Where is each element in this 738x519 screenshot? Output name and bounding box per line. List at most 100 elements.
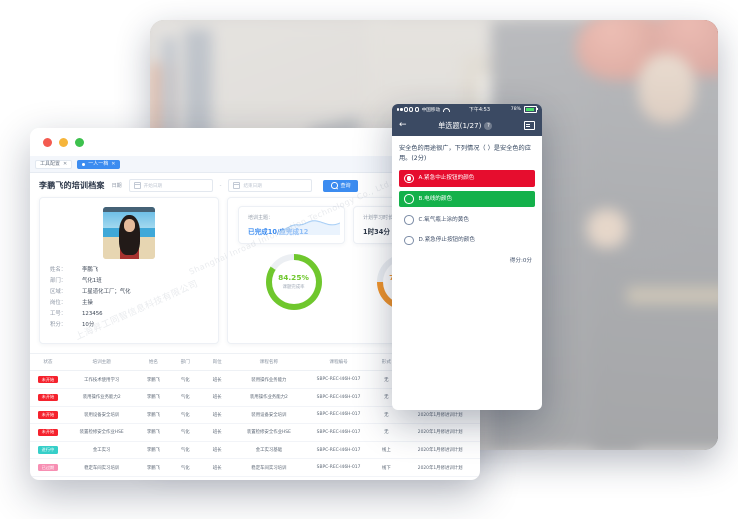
cell-code: SBPC-REC-I46H-017 — [304, 423, 373, 442]
donut-label: 课题完成率 — [282, 284, 305, 290]
mobile-quiz-window: 中国移动 下午4:53 78% ← 单选题(1/27) ? 安全色的用途很广，下… — [392, 104, 542, 410]
status-badge: 未开始 — [37, 393, 59, 401]
field-label: 岗位： — [50, 299, 67, 306]
table-row[interactable]: 未开始 装用设备安全培训 李鹏飞 气化 班长 装用设备安全培训 SBPC-REC-I46H-… — [30, 406, 480, 425]
phone-nav-bar: ← 单选题(1/27) ? — [392, 115, 542, 136]
radio-icon[interactable] — [404, 235, 414, 246]
question-text: 安全色的用途很广，下列情况（ ）是安全色的应用。(2分) — [399, 145, 531, 162]
cell-mode: 线下 — [372, 458, 401, 477]
nav-title: 单选题(1/27) ? — [407, 121, 524, 131]
help-icon[interactable]: ? — [484, 121, 493, 130]
tab-tool-config[interactable]: 工具配置 ✕ — [35, 159, 73, 169]
maximize-icon[interactable] — [75, 137, 84, 147]
option-a[interactable]: A.紧急中止按钮的颜色 — [399, 170, 535, 187]
profile-field-employee-id: 工号： 123456 — [50, 311, 208, 317]
option-label: D.紧急停止按钮的颜色 — [418, 237, 475, 244]
sparkline-chart — [278, 220, 340, 235]
query-button[interactable]: 查询 — [323, 179, 359, 192]
cell-dept: 气化 — [169, 370, 202, 390]
cell-name: 李鹏飞 — [137, 370, 170, 390]
cell-post: 班长 — [201, 441, 234, 460]
field-label: 区域： — [50, 288, 67, 295]
radio-icon[interactable] — [404, 194, 414, 204]
clock-label: 下午4:53 — [468, 107, 491, 113]
cell-code: SBPC-REC-I46H-017 — [304, 406, 373, 425]
metric-training-theme: 培训主题： 已完成10/应完成12 — [238, 206, 345, 244]
cell-code: SBPC-REC-I46H-017 — [304, 370, 373, 390]
cell-status: 未开始 — [30, 370, 66, 390]
cell-plan: 2020年1月修进训计划 — [400, 458, 480, 477]
cell-theme: 工作技术使用学习 — [65, 370, 138, 390]
cell-code: SBPC-REC-I46H-017 — [304, 476, 373, 480]
field-value: 李鹏飞 — [82, 267, 99, 273]
start-date-input[interactable]: 开始日期 — [128, 179, 213, 192]
th-course: 课程名称 — [233, 354, 305, 372]
option-c[interactable]: C.氧气瓶上涂的黄色 — [399, 212, 535, 228]
nav-title-label: 单选题(1/27) — [438, 120, 482, 130]
back-icon[interactable]: ← — [399, 120, 407, 130]
cell-course: 装用操作业务能力2 — [233, 388, 305, 407]
cell-mode: 线上 — [372, 441, 401, 460]
metric-label: 培训主题： — [248, 215, 274, 221]
cell-course[interactable]: 装置车间实习 — [233, 476, 305, 480]
cell-status: 未开始 — [30, 423, 66, 442]
query-button-label: 查询 — [340, 183, 351, 189]
cell-status: 未开始 — [30, 406, 66, 425]
status-badge: 未开始 — [37, 411, 59, 419]
table-row[interactable]: 进行中 金工实习 李鹏飞 气化 班长 金工实习基础 SBPC-REC-I46H-017 线上 2… — [30, 441, 480, 460]
cell-plan: 2020年1月修进训计划 — [400, 476, 480, 480]
cell-code: SBPC-REC-I46H-017 — [304, 458, 373, 477]
radio-icon[interactable] — [404, 215, 414, 225]
profile-field-points: 积分： 10分 — [50, 321, 208, 328]
th-dept: 部门 — [169, 354, 202, 372]
cell-status: 进行中 — [30, 441, 66, 460]
field-value: 10分 — [82, 321, 95, 328]
cell-post: 班长 — [201, 406, 234, 425]
close-icon[interactable]: ✕ — [111, 160, 116, 167]
calendar-icon — [233, 182, 241, 189]
active-dot-icon — [82, 162, 86, 166]
table-row[interactable]: 已完成装置车间实习培训李鹏飞气化班长装置车间实习SBPC-REC-I46H-01… — [30, 476, 480, 480]
field-value: 主操 — [82, 299, 93, 306]
option-b[interactable]: B.电线的颜色 — [399, 191, 535, 208]
close-icon[interactable] — [43, 137, 52, 147]
cell-dept: 气化 — [169, 423, 202, 442]
cell-name: 李鹏飞 — [137, 441, 170, 460]
cell-code: SBPC-REC-I46H-017 — [304, 441, 373, 460]
option-label: A.紧急中止按钮的颜色 — [418, 175, 475, 181]
cell-course: 装置检修安全作业HSE — [233, 423, 305, 442]
cell-name: 李鹏飞 — [137, 388, 170, 407]
cell-status: 未开始 — [30, 388, 66, 407]
table-row[interactable]: 未开始 装置检修安全作业HSE 李鹏飞 气化 班长 装置检修安全作业HSE SBPC-REC… — [30, 423, 480, 442]
close-icon[interactable]: ✕ — [63, 160, 68, 167]
cell-plan: 2020年1月修进训计划 — [400, 441, 480, 460]
th-status: 状态 — [30, 354, 66, 372]
status-badge: 已过期 — [37, 463, 59, 472]
cell-code: SBPC-REC-I46H-017 — [304, 388, 373, 407]
tab-one-person-one-file[interactable]: 一人一档 ✕ — [77, 159, 121, 169]
cell-theme: 稳定车间实习培训 — [65, 458, 138, 477]
table-row[interactable]: 已过期 稳定车间实习培训 李鹏飞 气化 班长 稳定车间实习培训 SBPC-REC-I46H-… — [30, 458, 480, 477]
cell-post: 班长 — [201, 476, 234, 480]
minimize-icon[interactable] — [59, 137, 68, 147]
card-list-icon[interactable] — [524, 121, 535, 130]
cell-post: 班长 — [201, 423, 234, 442]
end-date-input[interactable]: 结束日期 — [228, 179, 313, 192]
option-d[interactable]: D.紧急停止按钮的颜色 — [399, 233, 535, 249]
cell-course: 装用设备安全培训 — [233, 406, 305, 425]
radio-icon[interactable] — [404, 173, 414, 184]
th-theme: 培训主题 — [65, 354, 138, 372]
profile-field-post: 岗位： 主操 — [50, 299, 208, 306]
profile-card: 姓名： 李鹏飞 部门： 气化1班 区域： 工星道化工厂；气化 岗位： 主操 工号… — [39, 197, 219, 345]
cell-name: 李鹏飞 — [137, 423, 170, 442]
status-badge: 未开始 — [37, 428, 59, 437]
wifi-icon — [443, 107, 451, 112]
th-post: 岗位 — [201, 354, 234, 372]
cell-name: 李鹏飞 — [137, 476, 170, 480]
search-icon — [331, 182, 338, 189]
calendar-icon — [133, 182, 141, 189]
tab-label: 一人一档 — [88, 160, 109, 167]
field-value: 工星道化工厂；气化 — [82, 288, 131, 295]
cell-post: 班长 — [201, 388, 234, 407]
cell-mode: 无 — [372, 476, 401, 480]
